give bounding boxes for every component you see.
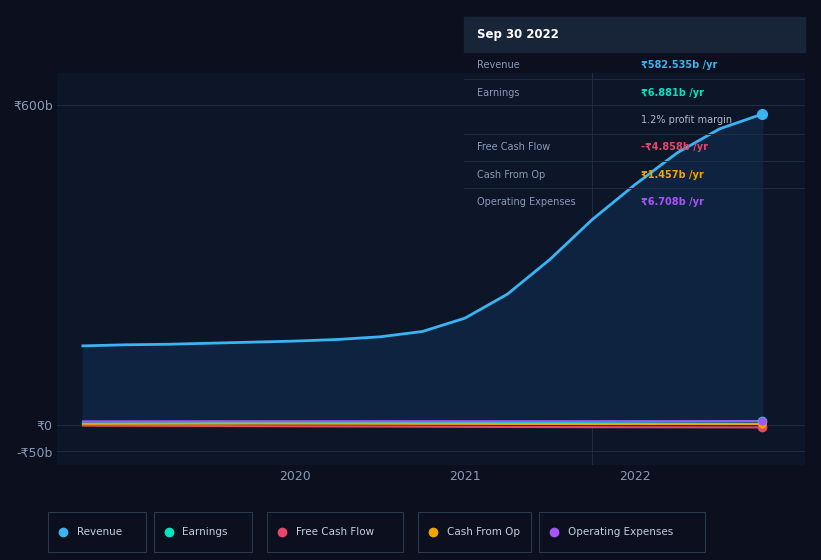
Bar	[48, 512, 146, 552]
Bar	[154, 512, 252, 552]
Text: Revenue: Revenue	[478, 60, 521, 70]
Text: ₹6.708b /yr: ₹6.708b /yr	[641, 197, 704, 207]
Text: Cash From Op: Cash From Op	[447, 527, 520, 537]
Text: Cash From Op: Cash From Op	[478, 170, 546, 180]
Text: ₹582.535b /yr: ₹582.535b /yr	[641, 60, 718, 70]
Text: Sep 30 2022: Sep 30 2022	[478, 27, 559, 41]
Text: Free Cash Flow: Free Cash Flow	[296, 527, 374, 537]
Text: -₹4.858b /yr: -₹4.858b /yr	[641, 142, 708, 152]
Text: ₹6.881b /yr: ₹6.881b /yr	[641, 87, 704, 97]
Bar	[464, 17, 805, 52]
Text: Earnings: Earnings	[478, 87, 520, 97]
Text: Earnings: Earnings	[182, 527, 228, 537]
Bar	[539, 512, 705, 552]
Text: Operating Expenses: Operating Expenses	[478, 197, 576, 207]
Text: Operating Expenses: Operating Expenses	[567, 527, 673, 537]
Bar	[267, 512, 403, 552]
Text: Free Cash Flow: Free Cash Flow	[478, 142, 551, 152]
Text: ₹1.457b /yr: ₹1.457b /yr	[641, 170, 704, 180]
Text: 1.2% profit margin: 1.2% profit margin	[641, 115, 732, 125]
Text: Revenue: Revenue	[76, 527, 122, 537]
Bar	[418, 512, 531, 552]
